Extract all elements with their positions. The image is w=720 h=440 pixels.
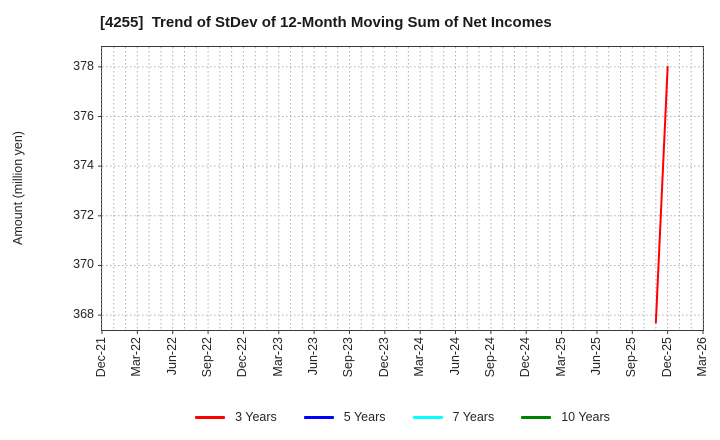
legend-line-icon: [521, 415, 552, 419]
legend-label: 5 Years: [343, 410, 386, 424]
chart-canvas: [98, 47, 704, 334]
legend: 3 Years 5 Years 7 Years 10 Years: [101, 407, 704, 427]
y-tick-label: 374: [73, 158, 94, 173]
x-tick-label: Dec-25: [659, 337, 674, 378]
x-tick-label: Dec-23: [376, 337, 391, 378]
x-tick-label: Jun-22: [164, 337, 179, 376]
legend-line-icon: [412, 415, 443, 419]
x-tick-label: Jun-24: [447, 337, 462, 376]
x-tick-label: Mar-26: [695, 337, 709, 377]
x-tick-label: Mar-22: [129, 337, 144, 377]
plot-area: [98, 46, 704, 334]
legend-item-3-years: 3 Years: [195, 410, 277, 424]
y-tick-label: 376: [73, 108, 94, 123]
y-tick-label: 370: [73, 257, 94, 272]
x-tick-label: Mar-24: [412, 337, 427, 377]
legend-line-icon: [195, 415, 226, 419]
x-tick-label: Sep-22: [200, 337, 215, 378]
x-tick-label: Dec-21: [94, 337, 108, 378]
y-axis-label: Amount (million yen): [11, 131, 25, 245]
y-tick-label: 372: [73, 207, 94, 222]
series-line-3-years: [654, 65, 669, 324]
x-tick-label: Dec-22: [235, 337, 250, 378]
x-tick-label: Mar-23: [270, 337, 285, 377]
legend-line-icon: [303, 415, 334, 419]
chart-title: [4255] Trend of StDev of 12-Month Moving…: [100, 14, 552, 31]
x-tick-label: Sep-25: [624, 337, 639, 378]
legend-item-10-years: 10 Years: [521, 410, 610, 424]
x-tick-label: Sep-23: [341, 337, 356, 378]
x-tick-label: Sep-24: [482, 337, 497, 378]
legend-item-5-years: 5 Years: [303, 410, 386, 424]
x-tick-label: Dec-24: [518, 337, 533, 378]
legend-label: 10 Years: [561, 410, 610, 424]
y-tick-label: 378: [73, 58, 94, 73]
legend-label: 7 Years: [452, 410, 495, 424]
x-tick-label: Jun-25: [588, 337, 603, 376]
legend-label: 3 Years: [235, 410, 277, 424]
x-tick-label: Mar-25: [553, 337, 568, 377]
x-tick-label: Jun-23: [306, 337, 321, 376]
y-tick-label: 368: [73, 307, 94, 322]
legend-item-7-years: 7 Years: [412, 410, 495, 424]
